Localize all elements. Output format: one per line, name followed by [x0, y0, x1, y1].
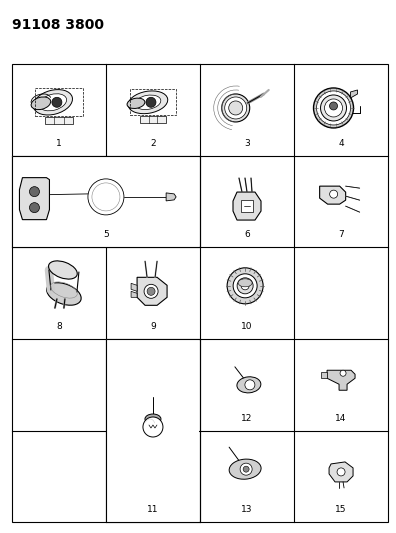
- Text: 14: 14: [335, 414, 347, 423]
- Circle shape: [241, 282, 249, 290]
- Ellipse shape: [127, 98, 145, 108]
- Circle shape: [52, 98, 62, 107]
- Polygon shape: [131, 284, 137, 292]
- Bar: [12, 156, 200, 247]
- Polygon shape: [327, 370, 355, 390]
- Text: 5: 5: [103, 230, 109, 239]
- Ellipse shape: [39, 94, 67, 111]
- Polygon shape: [19, 177, 50, 220]
- Text: 15: 15: [335, 505, 347, 514]
- Circle shape: [329, 190, 338, 198]
- Bar: [12, 156, 200, 247]
- Text: 8: 8: [56, 322, 62, 331]
- Ellipse shape: [47, 282, 81, 305]
- Circle shape: [225, 97, 247, 119]
- Bar: [35, 88, 83, 116]
- Ellipse shape: [237, 377, 261, 393]
- Text: 6: 6: [244, 230, 250, 239]
- Polygon shape: [321, 372, 327, 378]
- Circle shape: [229, 101, 243, 115]
- Text: 12: 12: [241, 414, 253, 423]
- Text: 13: 13: [241, 505, 253, 514]
- Ellipse shape: [33, 90, 72, 115]
- Circle shape: [316, 91, 350, 125]
- Ellipse shape: [31, 97, 51, 110]
- Polygon shape: [320, 186, 346, 204]
- Circle shape: [29, 203, 40, 213]
- Text: 2: 2: [150, 139, 156, 148]
- Circle shape: [245, 380, 255, 390]
- Text: 9: 9: [150, 322, 156, 331]
- Text: 4: 4: [338, 139, 344, 148]
- Ellipse shape: [49, 261, 77, 279]
- Text: 1: 1: [56, 139, 62, 148]
- Polygon shape: [350, 90, 358, 98]
- Bar: [106, 339, 200, 522]
- Bar: [130, 90, 176, 115]
- Circle shape: [243, 466, 249, 472]
- Circle shape: [222, 94, 250, 122]
- Text: 11: 11: [147, 505, 159, 514]
- Text: 91108 3800: 91108 3800: [12, 18, 104, 32]
- Circle shape: [240, 463, 252, 475]
- Circle shape: [329, 102, 337, 110]
- Bar: [140, 116, 166, 123]
- Circle shape: [143, 417, 163, 437]
- Polygon shape: [233, 192, 261, 220]
- Circle shape: [227, 268, 263, 304]
- Circle shape: [314, 88, 354, 128]
- Ellipse shape: [229, 459, 261, 479]
- Circle shape: [340, 370, 346, 376]
- Bar: [241, 200, 253, 212]
- Circle shape: [147, 287, 155, 295]
- Polygon shape: [166, 193, 176, 201]
- Circle shape: [233, 274, 257, 298]
- Ellipse shape: [238, 279, 252, 287]
- Bar: [12, 64, 388, 522]
- Ellipse shape: [145, 414, 161, 424]
- Circle shape: [144, 284, 158, 298]
- Ellipse shape: [128, 91, 168, 114]
- Circle shape: [237, 278, 253, 294]
- Circle shape: [325, 99, 343, 117]
- Polygon shape: [131, 292, 137, 297]
- Circle shape: [29, 187, 40, 197]
- Bar: [45, 117, 73, 124]
- Circle shape: [146, 98, 156, 107]
- Ellipse shape: [135, 95, 161, 110]
- Text: 7: 7: [338, 230, 344, 239]
- Circle shape: [337, 468, 345, 476]
- Polygon shape: [137, 277, 167, 305]
- Bar: [107, 340, 200, 522]
- Text: 3: 3: [244, 139, 250, 148]
- Polygon shape: [329, 462, 353, 482]
- Circle shape: [320, 95, 346, 121]
- Text: 10: 10: [241, 322, 253, 331]
